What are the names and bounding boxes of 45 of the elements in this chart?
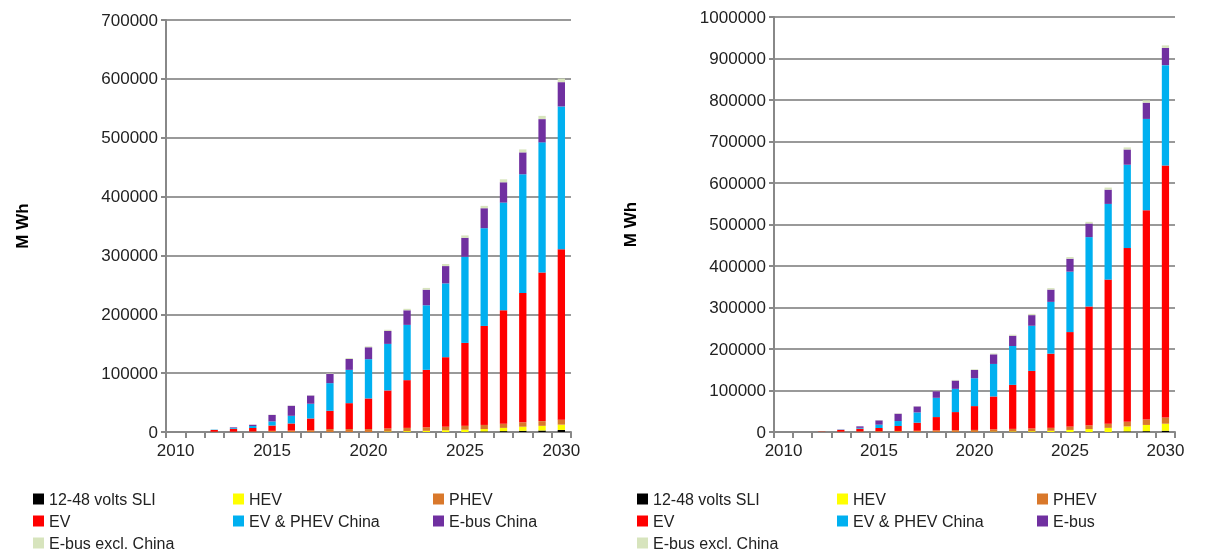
x-tick-label: 2030	[542, 441, 581, 460]
x-tick-label: 2020	[955, 441, 994, 460]
y-tick-label: 300000	[101, 245, 158, 265]
legend-label: E-bus excl. China	[653, 534, 779, 552]
legend-label: EV	[653, 512, 675, 530]
x-tick-label: 2025	[446, 441, 484, 460]
y-tick-label: 900000	[709, 49, 766, 68]
x-tick-label: 2015	[860, 441, 898, 460]
legend-label: EV & PHEV China	[853, 512, 984, 530]
x-tick-label: 2020	[349, 441, 388, 460]
x-tick-label: 2010	[156, 441, 195, 460]
legend-label: EV & PHEV China	[249, 512, 380, 530]
y-tick-label: 500000	[709, 215, 766, 234]
y-tick-label: 800000	[709, 90, 766, 110]
y-tick-label: 200000	[101, 304, 158, 324]
x-tick-label: 2030	[1146, 441, 1185, 460]
legend-label: E-bus	[1053, 512, 1095, 530]
legend-label: E-bus excl. China	[49, 534, 175, 552]
y-tick-label: 100000	[709, 381, 766, 400]
y-tick-label: 0	[148, 422, 158, 442]
y-tick-label: 500000	[101, 128, 158, 148]
y-tick-label: 1000000	[699, 7, 766, 27]
x-tick-label: 2010	[764, 441, 803, 460]
y-axis-title: M Wh	[13, 203, 32, 249]
y-tick-label: 200000	[709, 339, 766, 359]
legend-label: 12-48 volts SLI	[653, 490, 760, 508]
legend-label: PHEV	[1053, 490, 1097, 508]
legend-label: PHEV	[449, 490, 493, 508]
y-tick-label: 700000	[709, 132, 766, 151]
y-tick-label: 0	[756, 422, 766, 442]
legend-label: 12-48 volts SLI	[49, 490, 156, 508]
x-tick-label: 2015	[253, 441, 291, 460]
y-tick-label: 300000	[709, 298, 766, 317]
x-tick-label: 2025	[1051, 441, 1089, 460]
legend-label: HEV	[853, 490, 887, 508]
y-axis-title: M Wh	[621, 201, 640, 248]
y-tick-label: 400000	[709, 256, 766, 276]
y-tick-label: 100000	[101, 363, 158, 383]
y-tick-label: 600000	[709, 173, 766, 193]
legend-label: EV	[49, 512, 71, 530]
legend-label: E-bus China	[449, 512, 538, 530]
y-tick-label: 600000	[101, 69, 158, 89]
legend-label: HEV	[249, 490, 283, 508]
y-tick-label: 400000	[101, 187, 158, 207]
y-tick-label: 700000	[101, 10, 158, 30]
